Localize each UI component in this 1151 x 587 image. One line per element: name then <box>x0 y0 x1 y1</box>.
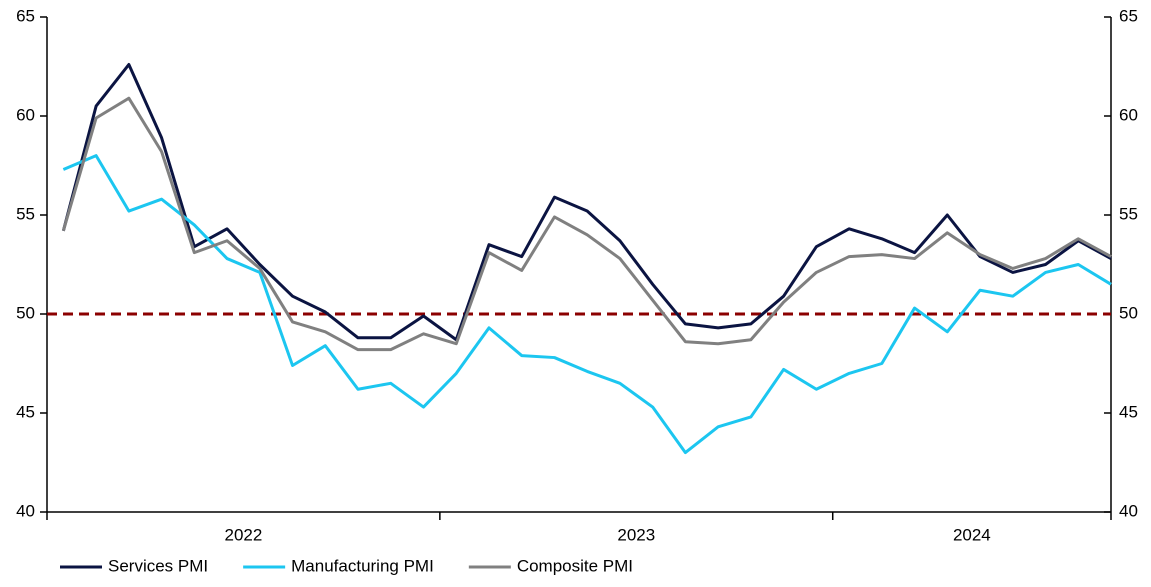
series-line <box>61 96 1112 352</box>
legend-label: Composite PMI <box>517 556 633 575</box>
y2-tick-label: 65 <box>1119 6 1138 25</box>
x-tick-label: 2024 <box>953 525 991 544</box>
x-tick-label: 2023 <box>617 525 655 544</box>
y2-tick-label: 50 <box>1119 303 1138 322</box>
y2-tick-label: 60 <box>1119 105 1138 124</box>
series-line <box>62 154 1112 455</box>
y2-tick-label: 55 <box>1119 204 1138 223</box>
y-tick-label: 40 <box>16 501 35 520</box>
y-tick-label: 65 <box>16 6 35 25</box>
x-tick-label: 2022 <box>225 525 263 544</box>
series-line <box>61 63 1112 342</box>
y2-tick-label: 40 <box>1119 501 1138 520</box>
y-tick-label: 55 <box>16 204 35 223</box>
y-tick-label: 50 <box>16 303 35 322</box>
y-tick-label: 45 <box>16 402 35 421</box>
legend-label: Services PMI <box>108 556 208 575</box>
y2-tick-label: 45 <box>1119 402 1138 421</box>
y-tick-label: 60 <box>16 105 35 124</box>
legend-label: Manufacturing PMI <box>291 556 434 575</box>
